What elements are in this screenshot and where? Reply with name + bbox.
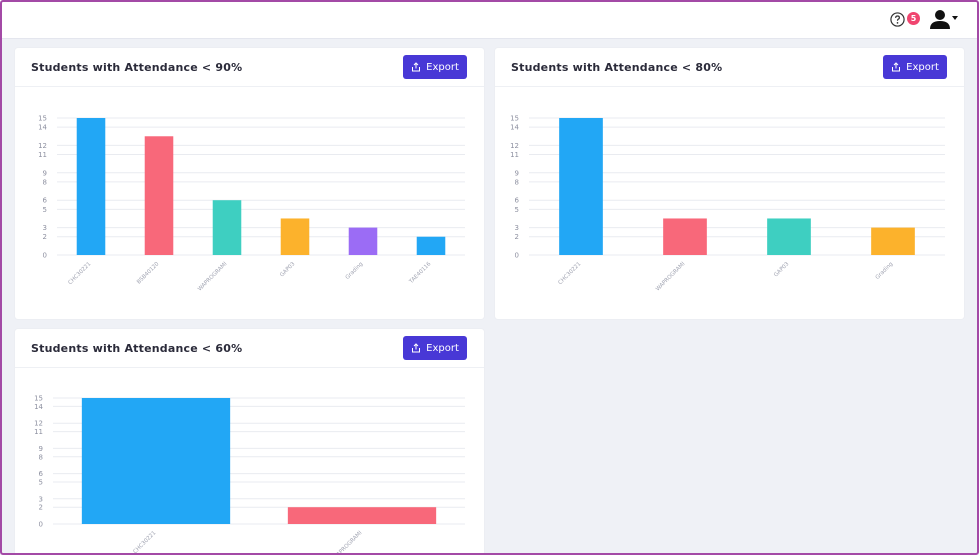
x-tick-label: GAP03 [773,261,791,279]
export-icon [412,62,421,72]
y-tick-label: 9 [43,169,47,177]
x-tick-label: Grading [345,261,365,281]
bar[interactable] [280,218,310,255]
y-tick-label: 3 [43,224,47,232]
bar[interactable] [76,118,106,255]
export-label: Export [426,342,459,354]
bar[interactable] [212,200,242,255]
y-tick-label: 14 [510,124,519,132]
export-button[interactable]: Export [883,55,947,79]
bar[interactable] [81,398,231,524]
user-icon[interactable] [929,9,951,29]
chevron-down-icon[interactable] [952,16,958,20]
y-tick-label: 9 [39,445,43,453]
bar[interactable] [559,118,603,255]
export-icon [892,62,901,72]
y-tick-label: 14 [34,403,43,411]
export-button[interactable]: Export [403,336,467,360]
x-tick-label: GAP03 [279,261,297,279]
export-label: Export [906,61,939,73]
y-tick-label: 5 [39,479,43,487]
y-tick-label: 12 [34,420,43,428]
y-tick-label: 5 [515,206,519,214]
y-tick-label: 5 [43,206,47,214]
x-tick-label: Grading [875,261,895,281]
y-tick-label: 3 [515,224,519,232]
x-tick-label: CHC30221 [132,530,157,555]
card-title: Students with Attendance < 60% [31,342,243,355]
card-title: Students with Attendance < 80% [511,61,723,74]
y-tick-label: 11 [38,151,47,159]
top-bar: 5 [0,0,979,39]
x-tick-label: CHC30221 [557,261,582,286]
y-tick-label: 15 [38,115,47,123]
y-tick-label: 2 [43,233,47,241]
bar[interactable] [416,236,446,255]
card-title: Students with Attendance < 90% [31,61,243,74]
bar[interactable] [871,227,915,255]
y-tick-label: 9 [515,169,519,177]
notification-badge[interactable]: 5 [907,12,920,25]
x-tick-label: BSB40120 [136,261,161,286]
y-tick-label: 15 [34,395,43,403]
bar[interactable] [287,507,437,524]
bar[interactable] [663,218,707,255]
y-tick-label: 3 [39,495,43,503]
bar[interactable] [767,218,811,255]
export-icon [412,343,421,353]
attendance-90-card: Students with Attendance < 90% Export 0 2… [15,48,484,319]
card-header: Students with Attendance < 90% Export [15,48,484,87]
y-tick-label: 12 [38,142,47,150]
x-tick-label: WAPROGRAMI [655,261,687,293]
y-tick-label: 6 [515,197,520,205]
card-header: Students with Attendance < 60% Export [15,329,484,368]
x-tick-label: WAPROGRAMI [197,261,229,293]
y-tick-label: 12 [510,142,519,150]
bar[interactable] [348,227,378,255]
y-tick-label: 6 [43,197,48,205]
y-tick-label: 0 [515,252,519,260]
y-tick-label: 14 [38,124,47,132]
y-tick-label: 8 [43,178,47,186]
x-tick-label: WAPROGRAMI [332,530,364,555]
export-button[interactable]: Export [403,55,467,79]
attendance-80-card: Students with Attendance < 80% Export 0 2… [495,48,964,319]
y-tick-label: 11 [510,151,519,159]
y-tick-label: 15 [510,115,519,123]
x-tick-label: CHC30221 [67,261,92,286]
y-tick-label: 11 [34,428,43,436]
y-tick-label: 0 [43,252,47,260]
export-label: Export [426,61,459,73]
bar[interactable] [144,136,174,255]
y-tick-label: 2 [515,233,519,241]
y-tick-label: 0 [39,521,43,529]
x-tick-label: TAE40116 [408,261,433,286]
attendance-60-card: Students with Attendance < 60% Export 0 2… [15,329,484,555]
question-circle-icon[interactable] [890,12,905,27]
y-tick-label: 2 [39,504,43,512]
y-tick-label: 6 [39,470,44,478]
y-tick-label: 8 [515,178,519,186]
y-tick-label: 8 [39,453,43,461]
card-header: Students with Attendance < 80% Export [495,48,964,87]
